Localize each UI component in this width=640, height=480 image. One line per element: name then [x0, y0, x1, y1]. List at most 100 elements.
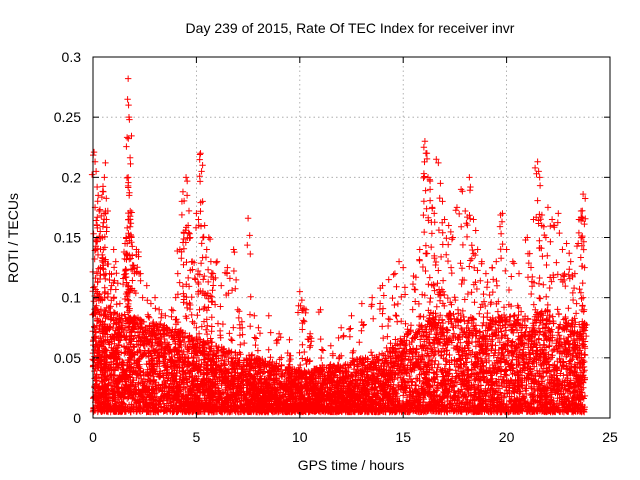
- data-point: [172, 294, 179, 301]
- data-point: [201, 222, 208, 229]
- data-point: [251, 312, 258, 319]
- roti-point-cloud: [88, 96, 590, 416]
- data-point: [575, 216, 583, 223]
- data-point: [139, 294, 146, 301]
- data-point: [420, 144, 428, 151]
- data-point: [116, 300, 124, 307]
- data-point: [449, 234, 457, 241]
- data-point: [433, 156, 440, 163]
- data-point: [147, 300, 155, 307]
- x-tick-label: 0: [89, 429, 97, 445]
- data-point: [124, 75, 132, 82]
- data-point: [391, 270, 399, 277]
- data-point: [238, 318, 246, 325]
- data-point: [379, 282, 386, 289]
- chart-title: Day 239 of 2015, Rate Of TEC Index for r…: [186, 20, 515, 36]
- data-point: [579, 190, 587, 198]
- data-point: [205, 234, 213, 241]
- data-point: [127, 207, 134, 215]
- data-point: [542, 234, 550, 241]
- data-point: [131, 270, 138, 277]
- data-point: [102, 207, 109, 215]
- data-point: [424, 174, 432, 181]
- data-point: [104, 260, 111, 268]
- x-tick-label: 10: [292, 429, 308, 445]
- data-point: [467, 183, 474, 191]
- data-point: [482, 270, 490, 277]
- data-point: [174, 270, 181, 277]
- data-point: [555, 210, 562, 217]
- data-point: [137, 270, 144, 277]
- data-point: [453, 204, 461, 211]
- data-point: [244, 215, 252, 222]
- data-point: [385, 276, 392, 283]
- data-point: [317, 306, 324, 313]
- data-point: [143, 282, 150, 289]
- data-point: [99, 234, 106, 241]
- data-point: [488, 264, 496, 271]
- data-point: [106, 270, 113, 277]
- y-tick-label: 0.05: [54, 350, 81, 366]
- data-point: [478, 258, 485, 265]
- data-point: [213, 258, 221, 265]
- data-point: [286, 336, 293, 343]
- data-point: [184, 222, 192, 229]
- data-point: [306, 330, 314, 337]
- data-point: [579, 294, 587, 301]
- data-point: [195, 216, 202, 223]
- data-point: [114, 280, 122, 287]
- data-point: [534, 158, 541, 165]
- data-point: [168, 306, 175, 313]
- y-tick-label: 0.3: [62, 49, 82, 65]
- data-point: [544, 204, 552, 211]
- data-point: [578, 234, 586, 241]
- data-point: [102, 159, 109, 167]
- data-points: [88, 75, 590, 416]
- data-point: [358, 300, 366, 307]
- data-point: [437, 180, 444, 187]
- data-point: [559, 246, 566, 253]
- data-point: [538, 222, 545, 229]
- data-point: [577, 207, 585, 215]
- data-point: [462, 207, 469, 215]
- data-point: [97, 228, 104, 235]
- data-point: [162, 312, 169, 319]
- data-point: [118, 312, 126, 319]
- data-point: [100, 188, 107, 195]
- data-point: [203, 246, 210, 253]
- data-point: [125, 192, 133, 199]
- data-point: [548, 216, 556, 223]
- data-point: [457, 186, 465, 193]
- data-point: [93, 183, 101, 191]
- data-point: [199, 198, 206, 205]
- y-tick-label: 0.2: [62, 169, 82, 185]
- data-point: [110, 246, 117, 253]
- data-point: [441, 216, 448, 223]
- data-point: [120, 248, 128, 256]
- data-point: [128, 234, 135, 241]
- data-point: [445, 222, 452, 229]
- data-point: [265, 312, 272, 319]
- y-tick-label: 0: [73, 410, 81, 426]
- y-axis-label: ROTI / TECUs: [5, 193, 21, 283]
- data-point: [125, 216, 132, 223]
- y-axis-ticks: 0 0.05 0.1 0.15 0.2 0.25 0.3: [54, 49, 610, 426]
- data-point: [416, 246, 423, 253]
- x-axis-label: GPS time / hours: [298, 457, 405, 473]
- data-point: [550, 222, 558, 229]
- data-point: [536, 174, 543, 181]
- data-point: [209, 270, 217, 277]
- data-point: [93, 222, 101, 229]
- data-point: [426, 186, 434, 193]
- data-point: [275, 330, 283, 337]
- data-point: [183, 192, 191, 199]
- y-tick-label: 0.1: [62, 290, 82, 306]
- data-point: [112, 258, 119, 265]
- data-point: [193, 210, 200, 217]
- x-tick-label: 20: [499, 429, 515, 445]
- data-point: [474, 246, 481, 253]
- data-point: [98, 212, 105, 220]
- data-point: [563, 240, 570, 247]
- data-point: [155, 306, 163, 313]
- data-point: [439, 198, 446, 205]
